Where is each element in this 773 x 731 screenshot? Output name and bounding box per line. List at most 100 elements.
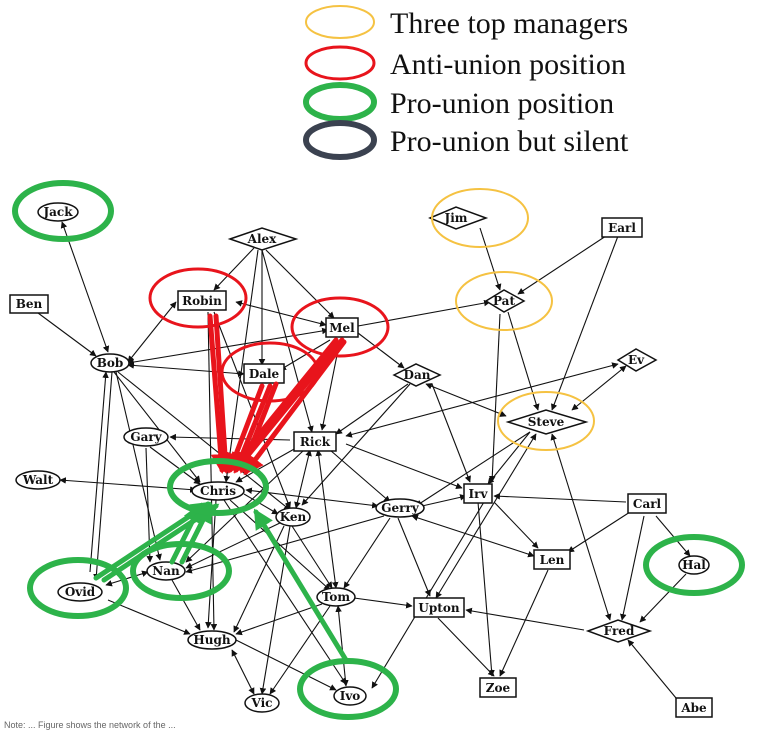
- edge: [479, 227, 502, 291]
- edge: [107, 599, 191, 635]
- node-vic: Vic: [244, 693, 280, 713]
- edge: [89, 371, 109, 573]
- pro-union-highlight-hal: [643, 534, 745, 596]
- edges: [33, 221, 691, 699]
- node-ken: Ken: [275, 507, 311, 527]
- edge: [343, 517, 391, 589]
- edge: [113, 371, 201, 483]
- edge: [185, 515, 385, 574]
- legend-item-anti-union: Anti-union position: [304, 45, 626, 81]
- edge: [493, 492, 627, 503]
- edge: [639, 573, 687, 623]
- node-label-bob: Bob: [97, 356, 124, 370]
- anti-union-highlight-robin: [148, 267, 248, 329]
- edge: [435, 433, 537, 599]
- edge: [291, 525, 333, 589]
- node-label-steve: Steve: [528, 415, 565, 429]
- node-robin: Robin: [177, 290, 227, 311]
- node-ev: Ev: [616, 348, 658, 372]
- legend-item-pro-union: Pro-union position: [303, 82, 614, 122]
- node-label-ken: Ken: [280, 510, 307, 524]
- node-label-dale: Dale: [249, 367, 280, 381]
- edge: [33, 309, 97, 357]
- edge: [421, 494, 467, 507]
- edge: [315, 449, 339, 589]
- legend-label-anti-union: Anti-union position: [390, 48, 626, 81]
- node-upton: Upton: [413, 597, 465, 618]
- edge: [335, 605, 349, 687]
- legend-label-managers: Three top managers: [390, 7, 628, 40]
- node-label-earl: Earl: [608, 221, 636, 235]
- edge: [357, 332, 405, 369]
- node-label-gary: Gary: [130, 430, 162, 444]
- node-label-ev: Ev: [628, 353, 645, 367]
- node-bob: Bob: [90, 353, 130, 373]
- pro-union-arrow: [179, 502, 213, 565]
- node-zoe: Zoe: [479, 677, 517, 698]
- pro-union-highlight-nan: [130, 541, 232, 601]
- node-label-dan: Dan: [404, 368, 431, 382]
- edge: [329, 449, 391, 503]
- pro-union-highlight-ivo: [297, 658, 399, 720]
- node-label-walt: Walt: [22, 473, 54, 487]
- anti-union-arrow: [207, 313, 231, 474]
- edge: [171, 579, 201, 631]
- edge: [353, 597, 413, 609]
- edge: [213, 247, 255, 291]
- node-pat: Pat: [484, 289, 526, 313]
- anti-union-highlight-mel: [290, 296, 390, 358]
- node-label-ovid: Ovid: [65, 585, 96, 599]
- pro-union-highlight-ovid: [27, 557, 129, 619]
- edge: [223, 249, 259, 483]
- highlights: [12, 180, 745, 720]
- node-jim: Jim: [428, 206, 489, 230]
- edge: [265, 249, 335, 319]
- node-ben: Ben: [9, 294, 49, 314]
- node-label-rick: Rick: [300, 435, 331, 449]
- node-alex: Alex: [227, 227, 299, 251]
- node-label-alex: Alex: [247, 232, 278, 246]
- node-tom: Tom: [316, 587, 356, 607]
- anti-union-arrow: [213, 313, 235, 474]
- node-label-chris: Chris: [200, 484, 236, 498]
- legend-label-silent: Pro-union but silent: [390, 125, 629, 158]
- edge: [93, 371, 113, 581]
- node-gerry: Gerry: [375, 498, 425, 518]
- edge: [397, 517, 431, 597]
- edge: [60, 221, 110, 353]
- anti-union-arrow: [233, 337, 345, 474]
- pro-union-arrows: [93, 501, 349, 663]
- legend-item-managers: Three top managers: [305, 5, 628, 40]
- edge: [551, 235, 619, 411]
- node-label-hal: Hal: [682, 558, 706, 572]
- node-abe: Abe: [675, 697, 713, 718]
- edge: [571, 365, 627, 411]
- edge: [415, 431, 531, 507]
- node-label-upton: Upton: [418, 601, 459, 615]
- node-gary: Gary: [123, 427, 169, 447]
- edge: [411, 514, 535, 558]
- edge: [431, 383, 471, 483]
- node-label-nan: Nan: [152, 564, 180, 578]
- edge: [488, 313, 501, 483]
- node-label-len: Len: [540, 553, 565, 567]
- legend-swatch-anti-union: [304, 45, 376, 81]
- edge: [493, 501, 539, 549]
- node-walt: Walt: [15, 470, 61, 490]
- edge: [620, 515, 645, 621]
- node-label-robin: Robin: [182, 294, 222, 308]
- legend-swatch-managers: [305, 5, 375, 39]
- legend-label-pro-union: Pro-union position: [390, 87, 614, 120]
- edge: [357, 299, 491, 327]
- pro-union-highlight-jack: [12, 180, 114, 242]
- node-hugh: Hugh: [187, 630, 237, 650]
- node-label-tom: Tom: [322, 590, 351, 604]
- node-label-fred: Fred: [604, 624, 635, 638]
- edge: [465, 607, 585, 631]
- edge: [550, 433, 612, 621]
- node-jack: Jack: [37, 202, 79, 222]
- edge: [223, 499, 347, 685]
- node-label-carl: Carl: [633, 497, 662, 511]
